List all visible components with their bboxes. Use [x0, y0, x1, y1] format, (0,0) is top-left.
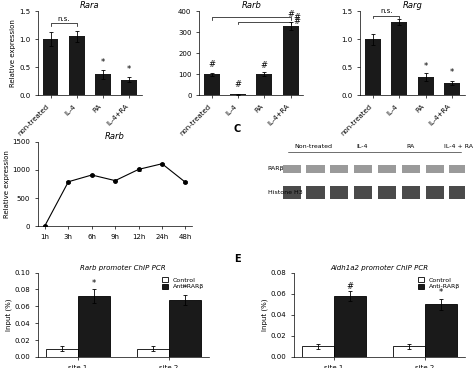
Text: #: # — [287, 10, 294, 20]
FancyBboxPatch shape — [378, 186, 396, 199]
FancyBboxPatch shape — [354, 186, 372, 199]
FancyBboxPatch shape — [426, 164, 444, 173]
Bar — [69, 36, 85, 95]
Title: Rarb promoter ChIP PCR: Rarb promoter ChIP PCR — [81, 265, 166, 271]
Text: IL-4 + RA: IL-4 + RA — [444, 144, 473, 149]
Text: *: * — [182, 284, 187, 293]
Bar — [256, 74, 272, 95]
Text: Non-treated: Non-treated — [295, 144, 333, 149]
Bar — [425, 304, 457, 357]
FancyBboxPatch shape — [307, 186, 325, 199]
Bar — [365, 39, 381, 95]
Text: #: # — [235, 80, 242, 89]
Legend: Control, Anti-RARβ: Control, Anti-RARβ — [160, 276, 205, 291]
Bar — [283, 26, 299, 95]
Text: #: # — [293, 17, 300, 26]
FancyBboxPatch shape — [307, 164, 325, 173]
Bar — [418, 77, 434, 95]
Text: RA: RA — [406, 144, 414, 149]
FancyBboxPatch shape — [354, 164, 372, 173]
Text: #: # — [293, 13, 300, 22]
Text: IL-4: IL-4 — [356, 144, 368, 149]
FancyBboxPatch shape — [330, 186, 348, 199]
Bar — [392, 22, 407, 95]
Title: Rarb: Rarb — [105, 132, 125, 141]
Text: #: # — [261, 61, 268, 70]
Bar — [169, 300, 201, 357]
Bar — [95, 74, 111, 95]
Bar — [334, 296, 365, 357]
Bar — [43, 39, 58, 95]
Text: #: # — [346, 282, 353, 290]
Text: n.s.: n.s. — [57, 16, 70, 22]
Title: Aldh1a2 promoter ChIP PCR: Aldh1a2 promoter ChIP PCR — [330, 265, 428, 271]
Text: *: * — [101, 58, 105, 67]
Bar — [444, 83, 460, 95]
FancyBboxPatch shape — [402, 186, 420, 199]
Text: Histone H3: Histone H3 — [268, 190, 302, 195]
FancyBboxPatch shape — [283, 164, 301, 173]
Text: n.s.: n.s. — [380, 8, 392, 14]
FancyBboxPatch shape — [283, 186, 301, 199]
Bar — [46, 348, 78, 357]
Bar — [230, 94, 246, 95]
Text: *: * — [450, 68, 454, 77]
Text: *: * — [423, 62, 428, 71]
Text: E: E — [234, 254, 241, 265]
FancyBboxPatch shape — [449, 164, 467, 173]
FancyBboxPatch shape — [378, 164, 396, 173]
Text: C: C — [233, 124, 241, 134]
Title: Rarg: Rarg — [402, 1, 422, 10]
Legend: Control, Anti-RARβ: Control, Anti-RARβ — [416, 276, 461, 291]
Text: *: * — [438, 288, 443, 297]
Bar — [301, 346, 334, 357]
Title: Rara: Rara — [80, 1, 100, 10]
FancyBboxPatch shape — [449, 186, 467, 199]
FancyBboxPatch shape — [330, 164, 348, 173]
FancyBboxPatch shape — [426, 186, 444, 199]
Text: *: * — [127, 65, 131, 74]
FancyBboxPatch shape — [402, 164, 420, 173]
Bar — [121, 79, 137, 95]
Text: RARβ: RARβ — [268, 166, 284, 171]
Bar — [137, 348, 169, 357]
Y-axis label: Input (%): Input (%) — [261, 298, 268, 331]
Bar — [78, 296, 109, 357]
Bar — [393, 346, 425, 357]
Y-axis label: Relative expression: Relative expression — [3, 150, 9, 218]
Y-axis label: Input (%): Input (%) — [5, 298, 12, 331]
Y-axis label: Relative expression: Relative expression — [10, 19, 16, 87]
Title: Rarb: Rarb — [241, 1, 261, 10]
Bar — [204, 74, 219, 95]
Text: #: # — [208, 60, 215, 69]
Text: *: * — [91, 279, 96, 288]
